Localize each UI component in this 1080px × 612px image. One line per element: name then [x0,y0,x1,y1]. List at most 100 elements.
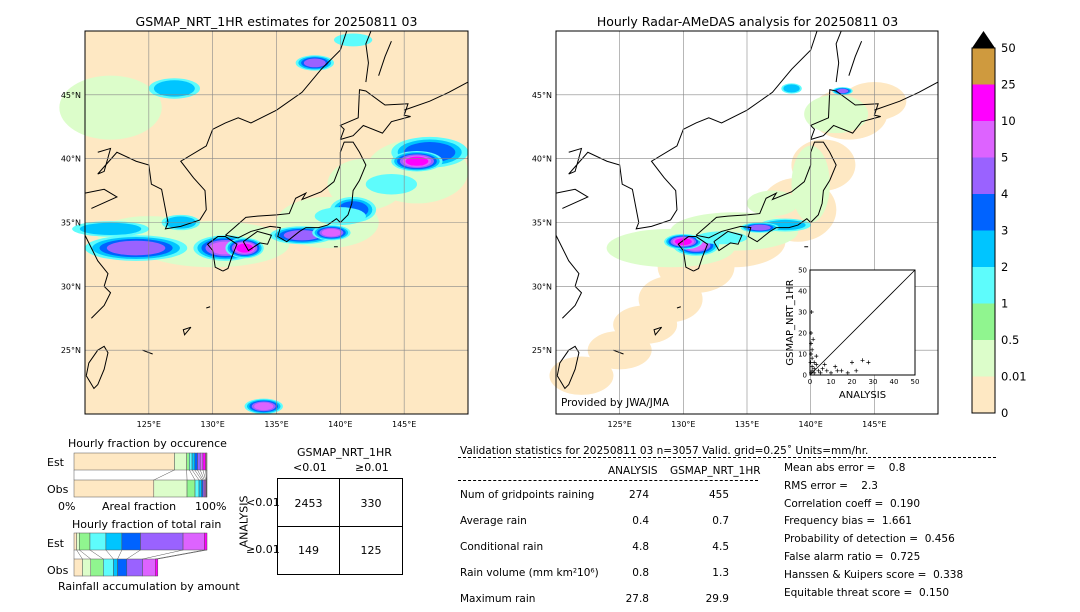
scatter-y-tick: 20 [798,330,807,338]
x-tick-label: 140°E [799,420,823,429]
y-tick-label: 25°N [532,346,552,355]
rain-cell [333,33,373,47]
scatter-point [814,354,819,359]
rain-title: Hourly fraction of total rain [72,518,222,531]
rain-obs-segment [103,558,114,577]
connector-line [89,549,104,560]
rain-cell [783,84,800,93]
scatter-xlabel: ANALYSIS [839,390,886,401]
map-0: 125°E 45°N 130°E 40°N 135°E 35°N 140°E 30°N 145°… [59,30,469,429]
stat-analysis: 0.4 [632,515,649,527]
stat-label: Maximum rain [460,593,536,605]
rain-cell [283,230,321,241]
coastline [242,230,273,252]
cell-hit: 125 [360,544,382,557]
occ-xlabel: Areal fraction [102,500,177,513]
rain-obs-label: Obs [47,564,69,577]
x-tick-label: 145°E [862,420,886,429]
maps-svg: 125°E45°N130°E40°N135°E35°N140°E30°N145°… [59,30,1027,429]
connector-line [142,549,184,560]
scatter-point [810,347,815,352]
stat-analysis: 27.8 [625,593,649,605]
colorbar-label: 10 [1001,114,1016,128]
colorbar-swatch [972,48,995,85]
rain-xlabel: Rainfall accumulation by amount [58,580,240,593]
colorbar-label: 2 [1001,260,1008,274]
coastline [835,30,842,83]
scatter-ylabel: GSMAP_NRT_1HR [785,279,796,365]
scatter-point [816,368,821,373]
rain-est-segment [121,532,141,551]
scatter-point [820,366,825,371]
colorbar-swatch [972,230,995,267]
rain-area [59,75,162,140]
y-tick-label: 35°N [61,219,81,228]
score-item: Frequency bias = 1.661 [784,515,912,528]
colorbar-label: 3 [1001,224,1008,238]
coastline [339,89,411,140]
coastline [848,41,863,76]
scatter-x-tick: 30 [869,378,878,386]
occurrence-title: Hourly fraction by occurence [68,437,227,450]
cell-false-alarm: 330 [360,497,382,510]
coastline [85,345,109,390]
occurrence-est-segment [199,452,204,471]
scatter-point [809,341,814,346]
connector-line [76,549,83,560]
occ-x-0: 0% [58,500,76,513]
scatter-point [835,368,840,373]
rain-est-segment [79,532,91,551]
occurrence-obs-segment [186,479,196,498]
occ-obs-label: Obs [47,483,69,496]
col-label-1: ≥0.01 [355,461,389,474]
scatter-y-tick: 0 [803,372,807,380]
diagonal-line [809,269,916,376]
scatter-point [845,370,850,375]
occurrence-est-segment [189,452,193,471]
rain-cell [748,224,771,231]
connector-line [105,549,114,560]
stat-label: Num of gridpoints raining [460,489,595,501]
right-map-title: Hourly Radar-AMeDAS analysis for 2025081… [596,14,899,29]
colorbar-label: 1 [1001,297,1008,311]
coastline [225,141,367,243]
y-tick-label: 35°N [532,219,552,228]
y-tick-label: 25°N [61,346,81,355]
connector-line [191,469,200,481]
scatter-point [824,368,829,373]
y-tick-label: 30°N [532,282,552,291]
scatter-point [812,370,817,375]
colorbar-swatch [972,84,995,121]
rain-est-segment [105,532,123,551]
scatter-point [866,360,871,365]
rain-obs-segment [126,558,143,577]
x-tick-label: 140°E [328,420,352,429]
scatter-point [810,368,815,373]
scatter-y-tick: 10 [798,351,807,359]
scatter-point [839,368,844,373]
rain-cell [79,222,142,236]
stat-analysis: 274 [628,489,649,501]
coastline [613,349,624,355]
colorbar-label: 0.5 [1001,333,1019,347]
score-item: Mean abs error = 0.8 [784,462,906,474]
occurrence-est-segment [197,452,201,471]
scatter-point [809,331,814,335]
scatter-y-tick: 40 [798,288,807,296]
coastline [142,349,153,355]
colorbar-swatch [972,157,995,194]
stat-label: Rain volume (mm km²10⁶) [460,567,599,579]
rain-est-segment [76,532,80,551]
rain-est-label: Est [47,537,64,550]
connector-line [117,549,123,560]
x-tick-label: 135°E [264,420,288,429]
coastline [676,306,681,309]
scatter-point [833,364,838,369]
scatter-point [810,356,815,361]
coastline [695,141,837,243]
coastline [404,81,469,111]
map-1: 125°E 45°N 130°E 40°N 135°E 35°N 140°E 30°N 145°… [532,30,939,429]
colorbar: 0 0.01 0.5 1 2 3 4 5 10 25 50 [971,31,1027,420]
scatter-x-tick: 10 [827,378,836,386]
rain-obs-segment [155,558,159,577]
